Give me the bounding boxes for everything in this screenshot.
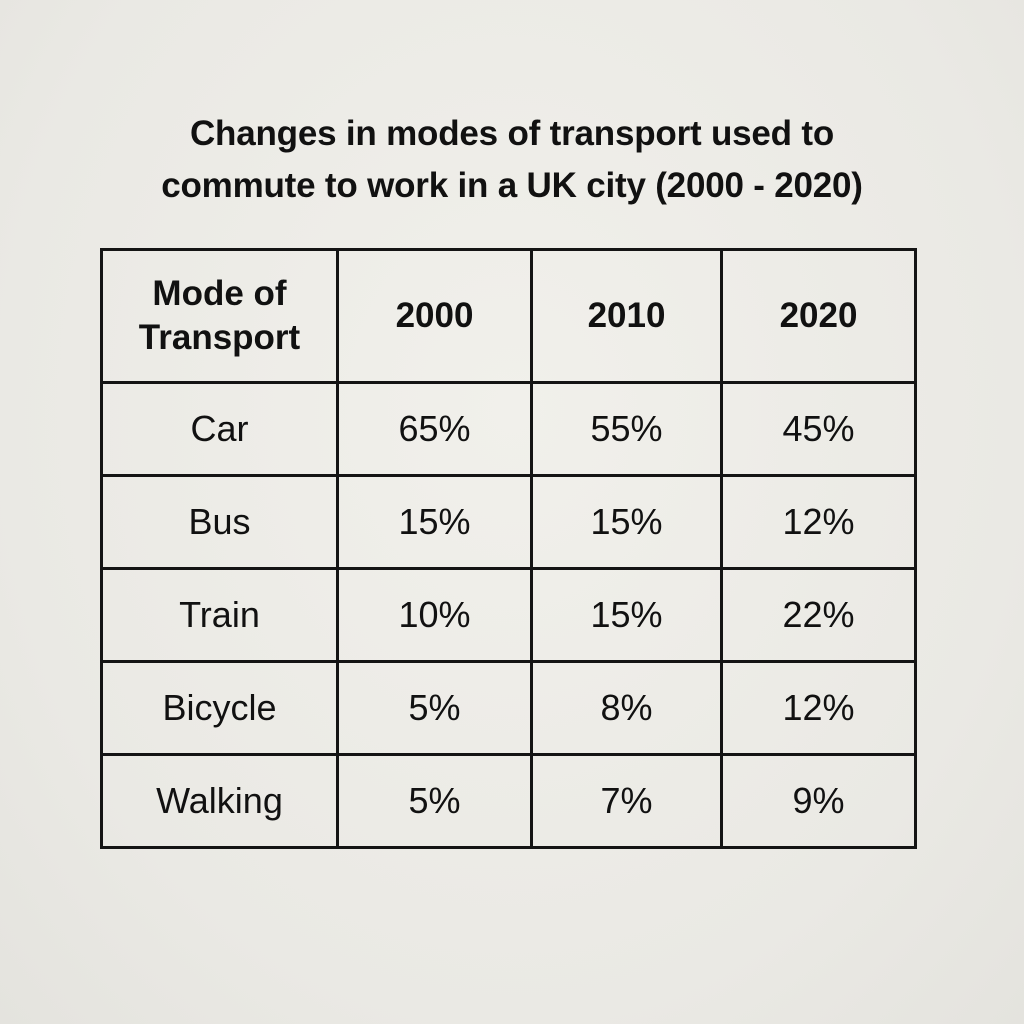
cell-bus-2000: 15%	[336, 474, 533, 570]
table-row-car: Car 65% 55% 45%	[100, 381, 917, 477]
header-row: Mode of Transport 2000 2010 2020	[100, 248, 917, 384]
header-year-2020: 2020	[720, 248, 917, 384]
transport-table: Mode of Transport 2000 2010 2020 Car 65%…	[100, 248, 917, 849]
row-label-train: Train	[100, 567, 339, 663]
header-mode-line-1: Mode of	[152, 274, 287, 313]
cell-walking-2000: 5%	[336, 753, 533, 849]
header-year-2000: 2000	[336, 248, 533, 384]
table-row-train: Train 10% 15% 22%	[100, 567, 917, 663]
cell-car-2010: 55%	[530, 381, 723, 477]
cell-bicycle-2020: 12%	[720, 660, 917, 756]
cell-train-2020: 22%	[720, 567, 917, 663]
cell-bus-2010: 15%	[530, 474, 723, 570]
cell-train-2000: 10%	[336, 567, 533, 663]
table-row-bus: Bus 15% 15% 12%	[100, 474, 917, 570]
header-mode-of-transport: Mode of Transport	[100, 248, 339, 384]
header-year-2010: 2010	[530, 248, 723, 384]
row-label-bus: Bus	[100, 474, 339, 570]
header-mode-line-2: Transport	[138, 318, 301, 357]
table-title: Changes in modes of transport used to co…	[40, 108, 984, 212]
title-line-2: commute to work in a UK city (2000 - 202…	[161, 166, 863, 205]
cell-bicycle-2000: 5%	[336, 660, 533, 756]
cell-bicycle-2010: 8%	[530, 660, 723, 756]
table-row-bicycle: Bicycle 5% 8% 12%	[100, 660, 917, 756]
cell-car-2020: 45%	[720, 381, 917, 477]
row-label-walking: Walking	[100, 753, 339, 849]
cell-walking-2020: 9%	[720, 753, 917, 849]
cell-train-2010: 15%	[530, 567, 723, 663]
table-row-walking: Walking 5% 7% 9%	[100, 753, 917, 849]
cell-walking-2010: 7%	[530, 753, 723, 849]
cell-bus-2020: 12%	[720, 474, 917, 570]
cell-car-2000: 65%	[336, 381, 533, 477]
title-line-1: Changes in modes of transport used to	[189, 114, 835, 153]
row-label-bicycle: Bicycle	[100, 660, 339, 756]
row-label-car: Car	[100, 381, 339, 477]
